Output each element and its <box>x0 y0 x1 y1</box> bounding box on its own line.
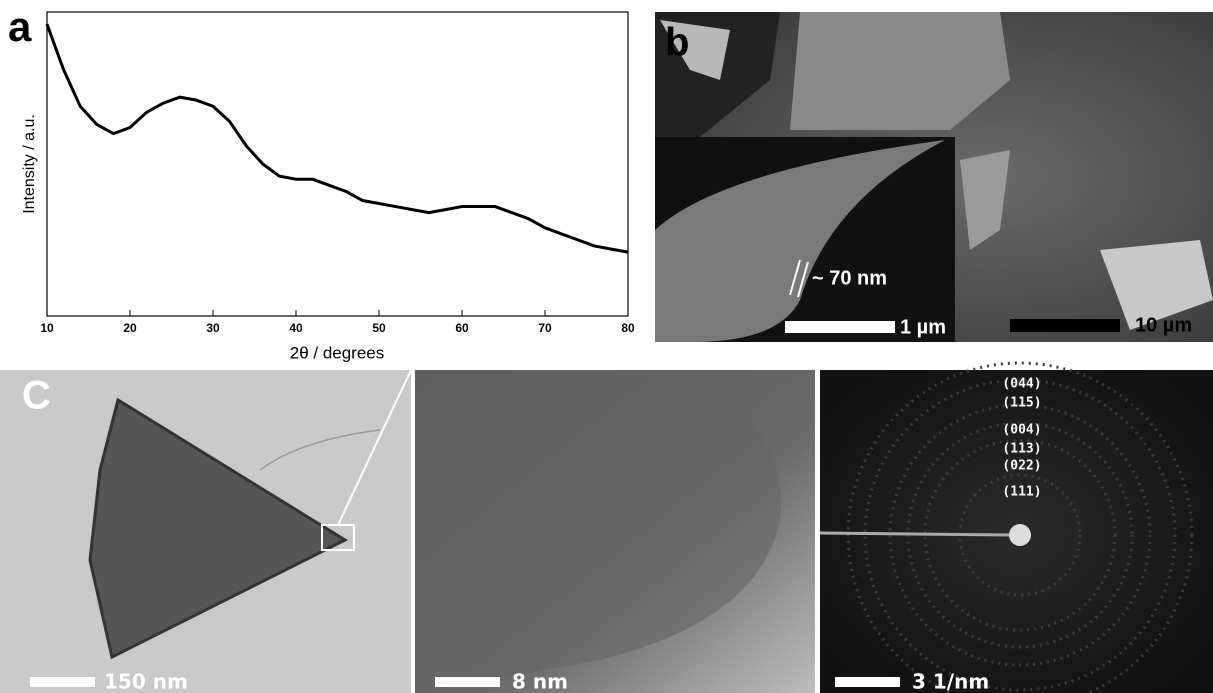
diffraction-image <box>819 361 1213 693</box>
plane-label: (022) <box>1002 459 1041 474</box>
x-tick-label: 50 <box>372 321 386 335</box>
scale-bar-label: 10 µm <box>1135 314 1192 336</box>
x-tick-label: 70 <box>538 321 552 335</box>
plane-label: (004) <box>1002 423 1041 438</box>
hrtem-image <box>415 370 815 693</box>
scale-bar-label: 3 1/nm <box>912 670 989 693</box>
panel-label: C <box>22 374 51 418</box>
plane-label: (113) <box>1002 442 1041 457</box>
x-tick-label: 60 <box>455 321 469 335</box>
panel-label: b <box>665 21 689 65</box>
x-tick-label: 40 <box>289 321 303 335</box>
tem-image <box>0 369 412 693</box>
plane-label: (115) <box>1002 396 1041 411</box>
annotation: ~ 70 nm <box>812 267 887 289</box>
scale-bar-label: 8 nm <box>512 670 568 693</box>
x-tick-label: 80 <box>621 321 635 335</box>
intensity-line <box>45 23 629 254</box>
scale-bar-label: 150 nm <box>104 670 188 693</box>
plane-label: (044) <box>1002 377 1041 392</box>
y-axis-label: Intensity / a.u. <box>21 114 38 214</box>
x-tick-label: 10 <box>40 321 54 335</box>
x-axis-label: 2θ / degrees <box>290 343 385 362</box>
x-tick-label: 30 <box>206 321 220 335</box>
plot-area: 10 20 30 40 50 60 70 80 <box>40 23 635 335</box>
plane-labels: (044) (115) (004) (113) (022) (111) <box>1002 377 1041 500</box>
sem-image <box>655 12 1213 342</box>
plane-label: (111) <box>1002 485 1041 500</box>
scale-bar-label: 1 µm <box>900 316 946 338</box>
panel-label: a <box>8 3 32 50</box>
x-tick-label: 20 <box>123 321 137 335</box>
plot-frame <box>46 11 629 317</box>
